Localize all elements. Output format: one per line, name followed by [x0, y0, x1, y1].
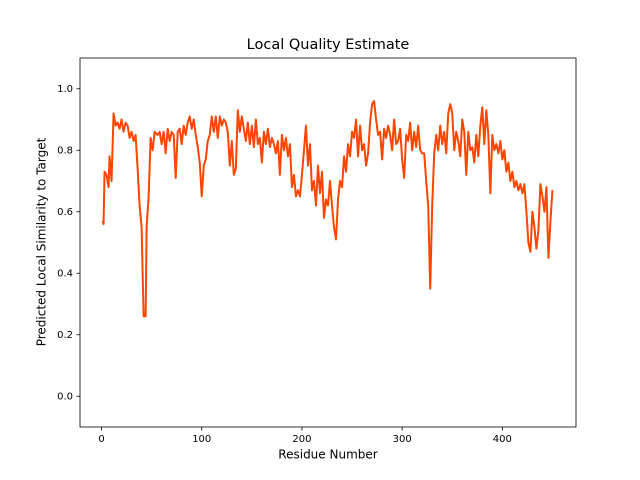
- x-tick-label: 200: [292, 434, 311, 445]
- x-tick-label: 300: [393, 434, 412, 445]
- y-tick-label: 0.0: [57, 391, 73, 402]
- y-tick-label: 0.6: [57, 207, 73, 218]
- x-axis-label: Residue Number: [278, 448, 377, 462]
- y-tick-label: 0.4: [57, 268, 73, 279]
- data-line: [101, 100, 554, 318]
- y-tick-label: 1.0: [57, 84, 73, 95]
- y-axis-label: Predicted Local Similarity to Target: [35, 137, 49, 346]
- chart-title: Local Quality Estimate: [247, 37, 410, 53]
- y-tick-label: 0.2: [57, 330, 73, 341]
- x-tick-label: 0: [98, 434, 104, 445]
- y-tick-label: 0.8: [57, 145, 73, 156]
- plot-frame: [79, 57, 577, 428]
- x-tick-label: 400: [493, 434, 512, 445]
- x-tick-label: 100: [192, 434, 211, 445]
